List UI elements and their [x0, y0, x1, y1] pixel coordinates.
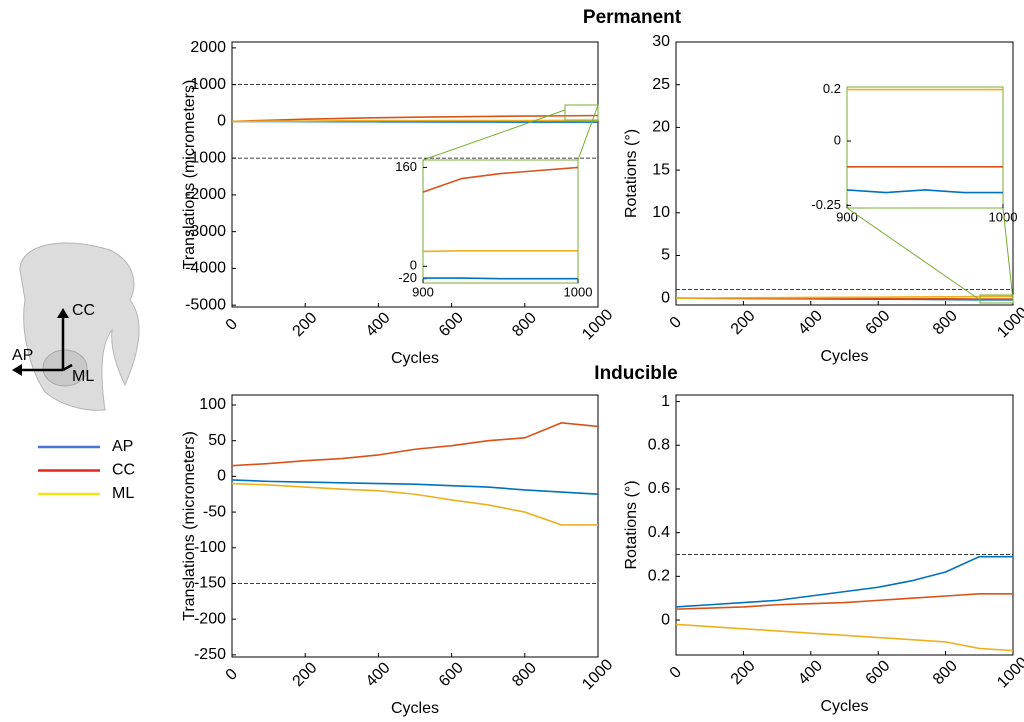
y-tick-label: 25: [652, 76, 670, 93]
x-tick-label: 1000: [989, 209, 1018, 224]
series-line: [231, 422, 599, 467]
y-tick-label: -20: [398, 270, 417, 285]
x-tick-label: 900: [836, 209, 858, 224]
legend-label: CC: [112, 462, 135, 479]
y-tick-label: 20: [652, 119, 670, 136]
y-tick-label: 0: [661, 289, 670, 306]
y-tick-label: -100: [194, 539, 226, 556]
plot-area: [422, 159, 579, 284]
axis-label: AP: [12, 347, 33, 364]
y-tick-label: -4000: [185, 260, 226, 277]
x-tick-label: 1000: [564, 284, 593, 299]
y-tick-label: -150: [194, 575, 226, 592]
y-tick-label: -200: [194, 610, 226, 627]
zoom-link: [1002, 207, 1014, 301]
y-tick-label: 50: [208, 432, 226, 449]
legend: AP CC ML: [38, 438, 135, 502]
y-tick-label: 0: [834, 133, 841, 148]
series-line: [675, 295, 1014, 299]
plot-area: [231, 394, 599, 658]
zoom-link: [846, 207, 981, 301]
y-tick-label: 0.2: [823, 81, 841, 96]
zoom-region: [564, 104, 599, 121]
series-line: [423, 277, 578, 280]
plot-area: [675, 394, 1014, 656]
y-tick-label: 2000: [190, 39, 226, 56]
y-tick-label: -0.25: [811, 197, 841, 212]
arrow-head: [12, 364, 22, 376]
inset: -200 160 900 1000: [395, 159, 592, 300]
y-tick-label: 1: [661, 393, 670, 410]
panel-title: Permanent: [583, 7, 682, 28]
x-axis-label: Cycles: [820, 698, 868, 715]
y-tick-label: 0.2: [648, 568, 670, 585]
y-tick-label: 30: [652, 33, 670, 50]
y-tick-label: 0: [661, 611, 670, 628]
series-line: [675, 593, 1013, 610]
y-tick-label: 5: [661, 247, 670, 264]
pelvis-diagram: CC AP ML: [12, 242, 140, 411]
arrow-head: [57, 308, 69, 318]
axis-label: CC: [72, 302, 95, 319]
series-line: [422, 166, 579, 193]
y-tick-label: 0.8: [648, 436, 670, 453]
y-tick-label: -50: [203, 503, 226, 520]
y-tick-label: 160: [395, 159, 417, 174]
x-axis-label: Cycles: [391, 350, 439, 367]
zoom-link: [422, 109, 566, 161]
zoom-link: [577, 104, 599, 161]
x-tick-label: 900: [412, 284, 434, 299]
y-tick-label: 1000: [190, 76, 226, 93]
x-axis-label: Cycles: [820, 348, 868, 365]
y-tick-label: 100: [199, 396, 226, 413]
y-tick-label: 0: [217, 468, 226, 485]
series-line: [231, 114, 599, 123]
inset: -0.25 0 0.2 900 1000: [811, 81, 1017, 224]
y-tick-label: -250: [194, 646, 226, 663]
y-tick-label: 0: [217, 113, 226, 130]
legend-label: ML: [112, 485, 134, 502]
x-axis-label: Cycles: [391, 700, 439, 717]
panel-title: Inducible: [594, 363, 677, 384]
y-axis-label: Translations (micrometers): [181, 80, 198, 270]
plot-area: [846, 86, 1004, 209]
y-tick-label: 0.6: [648, 480, 670, 497]
arrow: [62, 363, 73, 372]
series-line: [231, 482, 598, 526]
y-tick-label: -1000: [185, 149, 226, 166]
y-axis-label: Rotations (°): [623, 480, 640, 569]
series-line: [846, 189, 1003, 194]
plot: 00.20.40.60.810 200 400 600 800 1000CyclesRot…: [623, 393, 1024, 715]
series-line: [231, 479, 599, 496]
y-tick-label: -2000: [185, 186, 226, 203]
y-tick-label: 10: [652, 204, 670, 221]
series-line: [422, 250, 578, 253]
y-tick-label: 0: [410, 258, 417, 273]
y-axis-label: Rotations (°): [623, 129, 640, 218]
y-axis-label: Translations (micrometers): [181, 431, 198, 621]
series-line: [231, 119, 598, 123]
legend-label: AP: [112, 438, 133, 455]
y-tick-label: -3000: [185, 223, 226, 240]
series-line: [675, 555, 1013, 608]
series-line: [675, 623, 1014, 652]
y-tick-label: 15: [652, 161, 670, 178]
y-tick-label: 0.4: [648, 524, 670, 541]
y-tick-label: -5000: [185, 296, 226, 313]
axis-label: ML: [72, 368, 94, 385]
zoom-links: [422, 104, 1014, 304]
